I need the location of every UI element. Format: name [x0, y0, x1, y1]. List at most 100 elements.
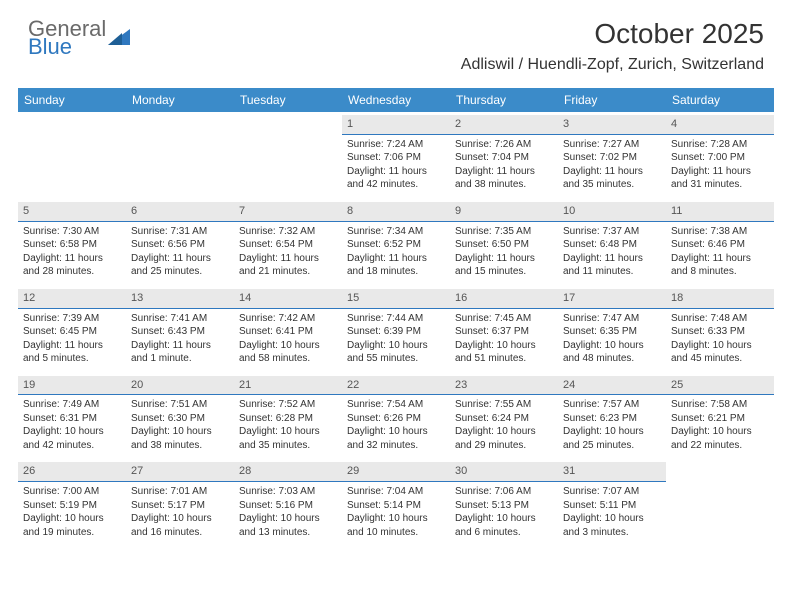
sunrise-line: Sunrise: 7:31 AM [131, 225, 229, 239]
sunrise-line: Sunrise: 7:28 AM [671, 138, 769, 152]
sunrise-line: Sunrise: 7:41 AM [131, 312, 229, 326]
sunrise-line: Sunrise: 7:39 AM [23, 312, 121, 326]
sunrise-line: Sunrise: 7:01 AM [131, 485, 229, 499]
sunrise-line: Sunrise: 7:00 AM [23, 485, 121, 499]
daylight-line: Daylight: 11 hours and 21 minutes. [239, 252, 337, 279]
sunset-line: Sunset: 7:06 PM [347, 151, 445, 165]
day-number: 7 [234, 202, 342, 222]
sunset-line: Sunset: 5:17 PM [131, 499, 229, 513]
daylight-line: Daylight: 11 hours and 1 minute. [131, 339, 229, 366]
daylight-line: Daylight: 11 hours and 35 minutes. [563, 165, 661, 192]
day-number: 30 [450, 462, 558, 482]
sunrise-line: Sunrise: 7:07 AM [563, 485, 661, 499]
day-number: 10 [558, 202, 666, 222]
daylight-line: Daylight: 10 hours and 45 minutes. [671, 339, 769, 366]
day-number: 3 [558, 115, 666, 135]
sunrise-line: Sunrise: 7:24 AM [347, 138, 445, 152]
day-cell: 27Sunrise: 7:01 AMSunset: 5:17 PMDayligh… [126, 459, 234, 545]
weekday-header: Tuesday [234, 88, 342, 112]
daylight-line: Daylight: 11 hours and 28 minutes. [23, 252, 121, 279]
day-number: 24 [558, 376, 666, 396]
daylight-line: Daylight: 11 hours and 42 minutes. [347, 165, 445, 192]
day-cell: 20Sunrise: 7:51 AMSunset: 6:30 PMDayligh… [126, 373, 234, 459]
sunrise-line: Sunrise: 7:52 AM [239, 398, 337, 412]
sunrise-line: Sunrise: 7:34 AM [347, 225, 445, 239]
sunset-line: Sunset: 6:46 PM [671, 238, 769, 252]
triangle-icon [108, 25, 130, 51]
sunset-line: Sunset: 5:16 PM [239, 499, 337, 513]
weekday-header: Sunday [18, 88, 126, 112]
day-number: 13 [126, 289, 234, 309]
daylight-line: Daylight: 10 hours and 19 minutes. [23, 512, 121, 539]
daylight-line: Daylight: 10 hours and 32 minutes. [347, 425, 445, 452]
daylight-line: Daylight: 10 hours and 10 minutes. [347, 512, 445, 539]
daylight-line: Daylight: 10 hours and 16 minutes. [131, 512, 229, 539]
sunset-line: Sunset: 6:48 PM [563, 238, 661, 252]
title-block: October 2025 Adliswil / Huendli-Zopf, Zu… [461, 18, 764, 74]
day-number: 29 [342, 462, 450, 482]
daylight-line: Daylight: 10 hours and 13 minutes. [239, 512, 337, 539]
day-cell: 21Sunrise: 7:52 AMSunset: 6:28 PMDayligh… [234, 373, 342, 459]
location-label: Adliswil / Huendli-Zopf, Zurich, Switzer… [461, 56, 764, 74]
day-cell: 4Sunrise: 7:28 AMSunset: 7:00 PMDaylight… [666, 112, 774, 198]
day-cell: 5Sunrise: 7:30 AMSunset: 6:58 PMDaylight… [18, 199, 126, 285]
sunset-line: Sunset: 6:24 PM [455, 412, 553, 426]
sunset-line: Sunset: 5:11 PM [563, 499, 661, 513]
day-number: 21 [234, 376, 342, 396]
day-cell: 28Sunrise: 7:03 AMSunset: 5:16 PMDayligh… [234, 459, 342, 545]
day-cell: 16 Sunrise: 7:45 AMSunset: 6:37 PMDayligh… [450, 286, 558, 372]
day-cell: 17Sunrise: 7:47 AMSunset: 6:35 PMDayligh… [558, 286, 666, 372]
sunrise-line: Sunrise: 7:32 AM [239, 225, 337, 239]
day-number: 19 [18, 376, 126, 396]
sunset-line: Sunset: 6:31 PM [23, 412, 121, 426]
day-number: 14 [234, 289, 342, 309]
sunrise-line: Sunrise: 7:57 AM [563, 398, 661, 412]
sunset-line: Sunset: 5:13 PM [455, 499, 553, 513]
sunset-line: Sunset: 6:58 PM [23, 238, 121, 252]
sunset-line: Sunset: 6:41 PM [239, 325, 337, 339]
page-header: General Blue October 2025 Adliswil / Hue… [0, 0, 792, 82]
day-cell: 6Sunrise: 7:31 AMSunset: 6:56 PMDaylight… [126, 199, 234, 285]
day-number: 8 [342, 202, 450, 222]
sunset-line: Sunset: 7:04 PM [455, 151, 553, 165]
day-number: 16 [450, 289, 558, 309]
day-cell: 23Sunrise: 7:55 AMSunset: 6:24 PMDayligh… [450, 373, 558, 459]
day-cell: 14Sunrise: 7:42 AMSunset: 6:41 PMDayligh… [234, 286, 342, 372]
sunset-line: Sunset: 7:02 PM [563, 151, 661, 165]
daylight-line: Daylight: 10 hours and 48 minutes. [563, 339, 661, 366]
sunrise-line: Sunrise: 7:51 AM [131, 398, 229, 412]
sunrise-line: Sunrise: 7:35 AM [455, 225, 553, 239]
day-cell: 12Sunrise: 7:39 AMSunset: 6:45 PMDayligh… [18, 286, 126, 372]
day-cell: 9Sunrise: 7:35 AMSunset: 6:50 PMDaylight… [450, 199, 558, 285]
sunset-line: Sunset: 6:33 PM [671, 325, 769, 339]
daylight-line: Daylight: 11 hours and 38 minutes. [455, 165, 553, 192]
daylight-line: Daylight: 10 hours and 51 minutes. [455, 339, 553, 366]
sunrise-line: Sunrise: 7:55 AM [455, 398, 553, 412]
day-cell [234, 112, 342, 198]
weekday-header: Monday [126, 88, 234, 112]
weekday-header-row: SundayMondayTuesdayWednesdayThursdayFrid… [18, 88, 774, 112]
day-cell: 31Sunrise: 7:07 AMSunset: 5:11 PMDayligh… [558, 459, 666, 545]
day-cell: 29Sunrise: 7:04 AMSunset: 5:14 PMDayligh… [342, 459, 450, 545]
sunrise-line: Sunrise: 7:38 AM [671, 225, 769, 239]
daylight-line: Daylight: 11 hours and 25 minutes. [131, 252, 229, 279]
sunrise-line: Sunrise: 7:42 AM [239, 312, 337, 326]
weeks-container: 1Sunrise: 7:24 AMSunset: 7:06 PMDaylight… [18, 112, 774, 546]
week-row: 26Sunrise: 7:00 AMSunset: 5:19 PMDayligh… [18, 459, 774, 546]
day-cell: 13 Sunrise: 7:41 AMSunset: 6:43 PMDayligh… [126, 286, 234, 372]
day-cell: 15Sunrise: 7:44 AMSunset: 6:39 PMDayligh… [342, 286, 450, 372]
week-row: 12Sunrise: 7:39 AMSunset: 6:45 PMDayligh… [18, 286, 774, 373]
sunrise-line: Sunrise: 7:45 AM [455, 312, 553, 326]
day-cell: 11Sunrise: 7:38 AMSunset: 6:46 PMDayligh… [666, 199, 774, 285]
sunset-line: Sunset: 7:00 PM [671, 151, 769, 165]
sunset-line: Sunset: 6:37 PM [455, 325, 553, 339]
sunset-line: Sunset: 6:28 PM [239, 412, 337, 426]
sunset-line: Sunset: 6:21 PM [671, 412, 769, 426]
day-cell [666, 459, 774, 545]
weekday-header: Saturday [666, 88, 774, 112]
sunset-line: Sunset: 6:23 PM [563, 412, 661, 426]
sunset-line: Sunset: 6:52 PM [347, 238, 445, 252]
weekday-header: Wednesday [342, 88, 450, 112]
sunset-line: Sunset: 6:43 PM [131, 325, 229, 339]
week-row: 1Sunrise: 7:24 AMSunset: 7:06 PMDaylight… [18, 112, 774, 199]
